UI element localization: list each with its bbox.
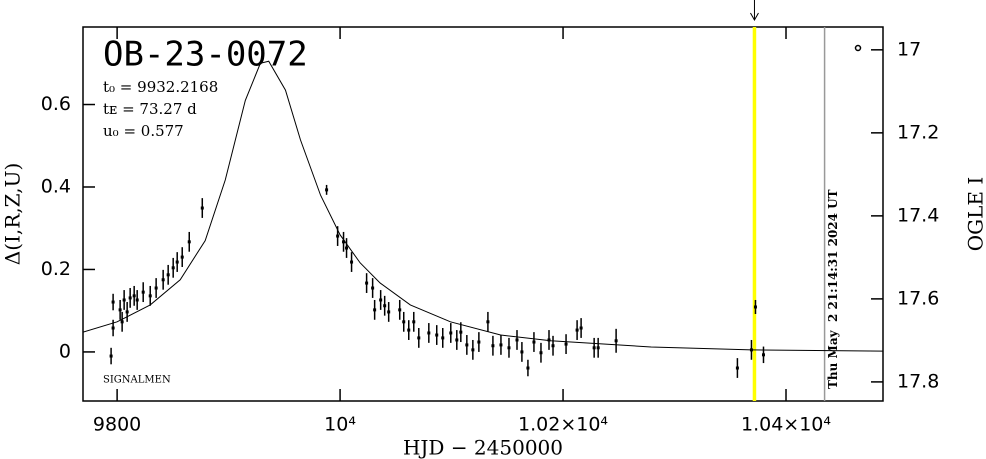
data-point — [471, 348, 475, 352]
data-point — [350, 260, 354, 264]
y-tick-label: 0 — [59, 340, 71, 362]
data-point — [427, 331, 431, 335]
data-point — [371, 286, 375, 290]
x-tick-label: 9800 — [93, 414, 141, 436]
data-point — [118, 308, 122, 312]
data-point — [132, 294, 136, 298]
data-point — [379, 298, 383, 302]
data-point — [564, 342, 568, 346]
model-curve — [83, 60, 883, 352]
data-point — [753, 305, 757, 309]
data-point — [125, 310, 129, 314]
data-point — [180, 255, 184, 259]
data-point — [491, 344, 495, 348]
data-point — [187, 240, 191, 244]
data-point — [175, 260, 179, 264]
data-point — [459, 330, 463, 334]
data-point — [109, 354, 113, 358]
data-point — [122, 298, 126, 302]
data-point — [387, 310, 391, 314]
data-point — [166, 273, 170, 277]
data-point — [532, 340, 536, 344]
data-point — [539, 351, 543, 355]
data-point — [200, 206, 204, 210]
data-point — [749, 348, 753, 352]
x-tick-label: 10⁴ — [324, 414, 356, 436]
data-point — [171, 266, 175, 270]
data-point — [111, 300, 115, 304]
data-point — [507, 346, 511, 350]
data-point — [345, 246, 349, 250]
data-point — [486, 320, 490, 324]
x-tick-label: 1.02×10⁴ — [518, 414, 608, 436]
annotation: t₀ = 9932.2168 — [103, 78, 218, 96]
x-tick-label: 1.04×10⁴ — [741, 414, 831, 436]
data-point — [383, 304, 387, 308]
y2-tick-label: 17.6 — [897, 287, 939, 309]
marker-arrow — [750, 12, 759, 22]
data-point — [499, 343, 503, 347]
data-point — [520, 350, 524, 354]
y2-tick-label: 17.2 — [897, 121, 939, 143]
data-point — [336, 234, 340, 238]
data-point — [412, 320, 416, 324]
data-point — [111, 326, 115, 330]
data-point — [455, 338, 459, 342]
y2-tick-label: 17 — [897, 38, 921, 60]
y-tick-label: 0.6 — [41, 93, 71, 115]
data-point — [596, 346, 600, 350]
data-point — [614, 339, 618, 343]
data-point — [373, 308, 377, 312]
data-point — [441, 336, 445, 340]
data-point — [735, 366, 739, 370]
data-point — [435, 333, 439, 337]
data-point — [575, 328, 579, 332]
annotation: tᴇ = 73.27 d — [103, 100, 197, 118]
marker-label: Thu May 2 21:14:31 2024 UT — [826, 189, 840, 389]
y-tick-label: 0.4 — [41, 175, 71, 197]
data-point — [365, 281, 369, 285]
data-point — [579, 326, 583, 330]
annotation: u₀ = 0.577 — [103, 122, 184, 140]
plot-frame — [82, 26, 884, 402]
data-point — [154, 286, 158, 290]
footnote: SIGNALMEN — [103, 375, 171, 386]
y2-tick-label: 17.8 — [897, 370, 939, 392]
chart-title: OB-23-0072 — [103, 35, 308, 75]
data-point — [135, 298, 139, 302]
data-point — [325, 188, 329, 192]
y-tick-label: 0.2 — [41, 258, 71, 280]
x-axis-label: HJD − 2450000 — [403, 436, 563, 459]
data-point — [761, 353, 765, 357]
data-point — [526, 366, 530, 370]
data-point — [592, 346, 596, 350]
data-point — [128, 296, 132, 300]
data-point — [417, 336, 421, 340]
data-point — [551, 344, 555, 348]
data-point — [402, 320, 406, 324]
y2-tick-label: 17.4 — [897, 204, 939, 226]
data-point — [449, 331, 453, 335]
data-point — [398, 308, 402, 312]
y-axis-label: Δ(I,R,Z,U) — [1, 163, 25, 265]
data-point — [515, 338, 519, 342]
data-point — [407, 328, 411, 332]
data-point — [342, 240, 346, 244]
data-point — [547, 338, 551, 342]
y2-axis-label: OGLE I — [964, 177, 986, 252]
data-point — [148, 294, 152, 298]
data-point — [477, 340, 481, 344]
data-point — [120, 320, 124, 324]
data-point — [161, 278, 165, 282]
data-point — [465, 343, 469, 347]
legend-symbol — [854, 44, 862, 52]
data-point — [141, 290, 145, 294]
